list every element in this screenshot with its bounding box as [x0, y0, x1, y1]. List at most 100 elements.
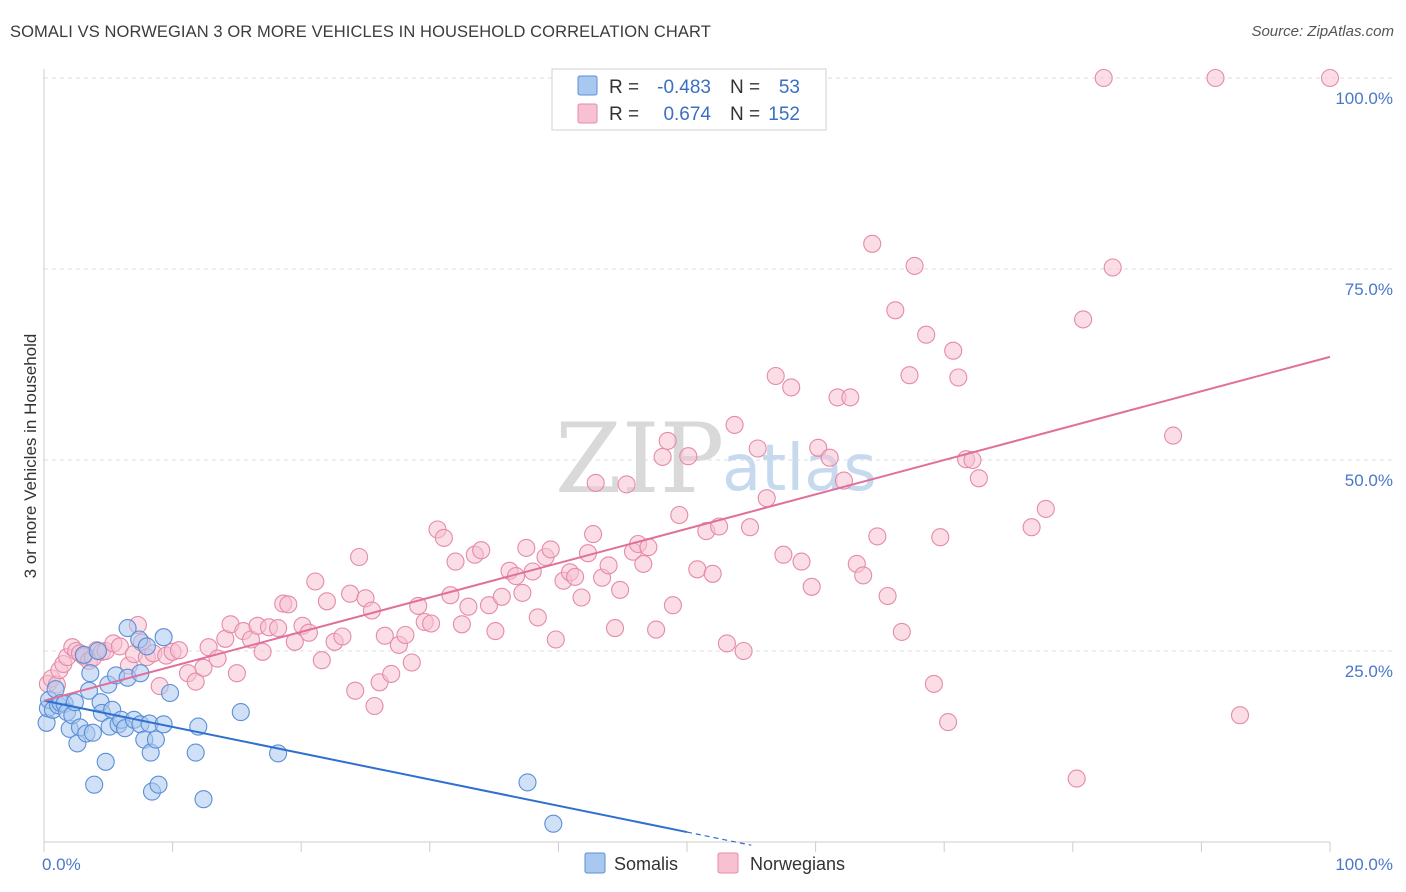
norwegians-point — [766, 366, 785, 386]
gridlines — [44, 77, 1392, 652]
norwegians-point — [792, 552, 811, 571]
norwegians-point — [1036, 499, 1055, 518]
norwegians-point — [269, 619, 288, 638]
norwegians-point — [1074, 310, 1093, 329]
legend-frame — [551, 68, 827, 131]
norwegians-point — [312, 651, 331, 670]
y-tick-label-25: 25.0% — [1345, 662, 1393, 681]
legend-r-value-norwegians: 0.674 — [663, 104, 711, 125]
somalis-point — [118, 619, 137, 638]
norwegians-point — [486, 622, 505, 641]
norwegians-point — [253, 642, 272, 661]
norwegians-point — [110, 637, 129, 656]
legend-r-label-somalis: R = — [609, 77, 639, 98]
norwegians-point — [617, 475, 636, 494]
norwegians-point — [939, 713, 958, 732]
norwegians-point — [725, 415, 744, 434]
norwegians-point — [1164, 426, 1183, 445]
legend-r-label-norwegians: R = — [609, 104, 639, 125]
norwegians-point — [605, 619, 625, 638]
norwegians-point — [653, 447, 672, 466]
norwegians-point — [479, 596, 499, 615]
norwegians-point — [703, 564, 722, 583]
norwegians-point — [346, 681, 365, 700]
norwegians-point — [382, 664, 401, 683]
norwegians-point — [350, 547, 369, 567]
norwegians-point — [868, 527, 887, 546]
legend-swatch-somalis — [577, 75, 598, 96]
norwegians-point — [802, 577, 821, 596]
somalis-point — [518, 773, 537, 792]
legend-swatch-norwegians — [577, 103, 598, 124]
norwegians-point — [422, 614, 441, 633]
somalis-points — [37, 619, 563, 833]
norwegians-point — [306, 572, 325, 591]
y-tick-label-75: 75.0% — [1345, 280, 1393, 299]
norwegians-point — [492, 587, 511, 606]
norwegians-point — [341, 584, 360, 603]
norwegians-point — [279, 595, 298, 614]
norwegians-point — [944, 341, 963, 360]
x-tick-label-100: 100.0% — [1335, 855, 1393, 874]
somalis-point — [544, 814, 563, 833]
norwegians-point — [886, 301, 905, 320]
norwegians-point — [679, 447, 698, 466]
trend-lines — [43, 355, 1331, 846]
somalis-point — [160, 683, 180, 703]
x-tick-label-0: 0.0% — [42, 855, 81, 874]
norwegians-point — [1230, 706, 1250, 725]
norwegians-point — [1094, 68, 1113, 88]
legend-box: R = -0.483 N = 53 R = 0.674 N = 152 — [551, 68, 827, 131]
somalis-point — [81, 664, 100, 683]
somalis-point — [137, 637, 156, 656]
norwegians-point — [441, 586, 460, 605]
somalis-point — [146, 730, 165, 749]
norwegians-point — [452, 615, 471, 634]
norwegians-point — [757, 489, 776, 508]
bottom-legend-label-somalis: Somalis — [614, 854, 678, 874]
norwegians-point — [774, 545, 793, 564]
norwegians-point — [809, 438, 828, 457]
norwegians-point — [782, 378, 801, 397]
norwegians-point — [333, 627, 352, 646]
somalis-point — [194, 790, 213, 809]
norwegians-point — [740, 518, 760, 537]
norwegians-point — [924, 674, 943, 693]
norwegians-point — [658, 431, 677, 450]
watermark-atlas: atlas — [722, 432, 877, 506]
bottom-legend-swatch-norwegians — [717, 852, 739, 874]
norwegians-point — [892, 622, 911, 641]
norwegians-point — [572, 588, 591, 607]
norwegians-point — [434, 528, 453, 547]
bottom-legend: Somalis Norwegians — [584, 852, 845, 874]
norwegians-point — [541, 540, 560, 559]
somalis-point — [149, 775, 168, 794]
norwegians-point — [517, 538, 536, 557]
norwegians-point — [688, 560, 707, 579]
norwegians-point — [566, 567, 585, 586]
source-credit: Source: ZipAtlas.com — [1251, 23, 1394, 40]
legend-n-label-norwegians: N = — [730, 104, 760, 125]
norwegians-point — [186, 672, 205, 691]
norwegians-point — [748, 439, 767, 458]
y-tick-label-50: 50.0% — [1345, 471, 1393, 490]
norwegians-point — [854, 566, 873, 585]
bottom-legend-swatch-somalis — [584, 852, 606, 874]
norwegians-point — [900, 366, 919, 385]
norwegians-point — [208, 649, 227, 668]
legend-n-value-somalis: 53 — [779, 77, 800, 98]
somalis-point — [85, 775, 104, 794]
norwegians-point — [863, 234, 882, 253]
somalis-point — [154, 628, 173, 647]
norwegians-point — [584, 525, 603, 544]
norwegians-point — [227, 664, 246, 683]
norwegians-point — [169, 641, 189, 660]
norwegians-point — [586, 473, 605, 492]
norwegians-point — [375, 626, 394, 645]
norwegians-point — [317, 592, 336, 611]
norwegians-point — [905, 256, 924, 275]
norwegians-point — [647, 620, 666, 639]
norwegians-points — [38, 68, 1340, 788]
somalis-trend-extension — [686, 831, 752, 846]
